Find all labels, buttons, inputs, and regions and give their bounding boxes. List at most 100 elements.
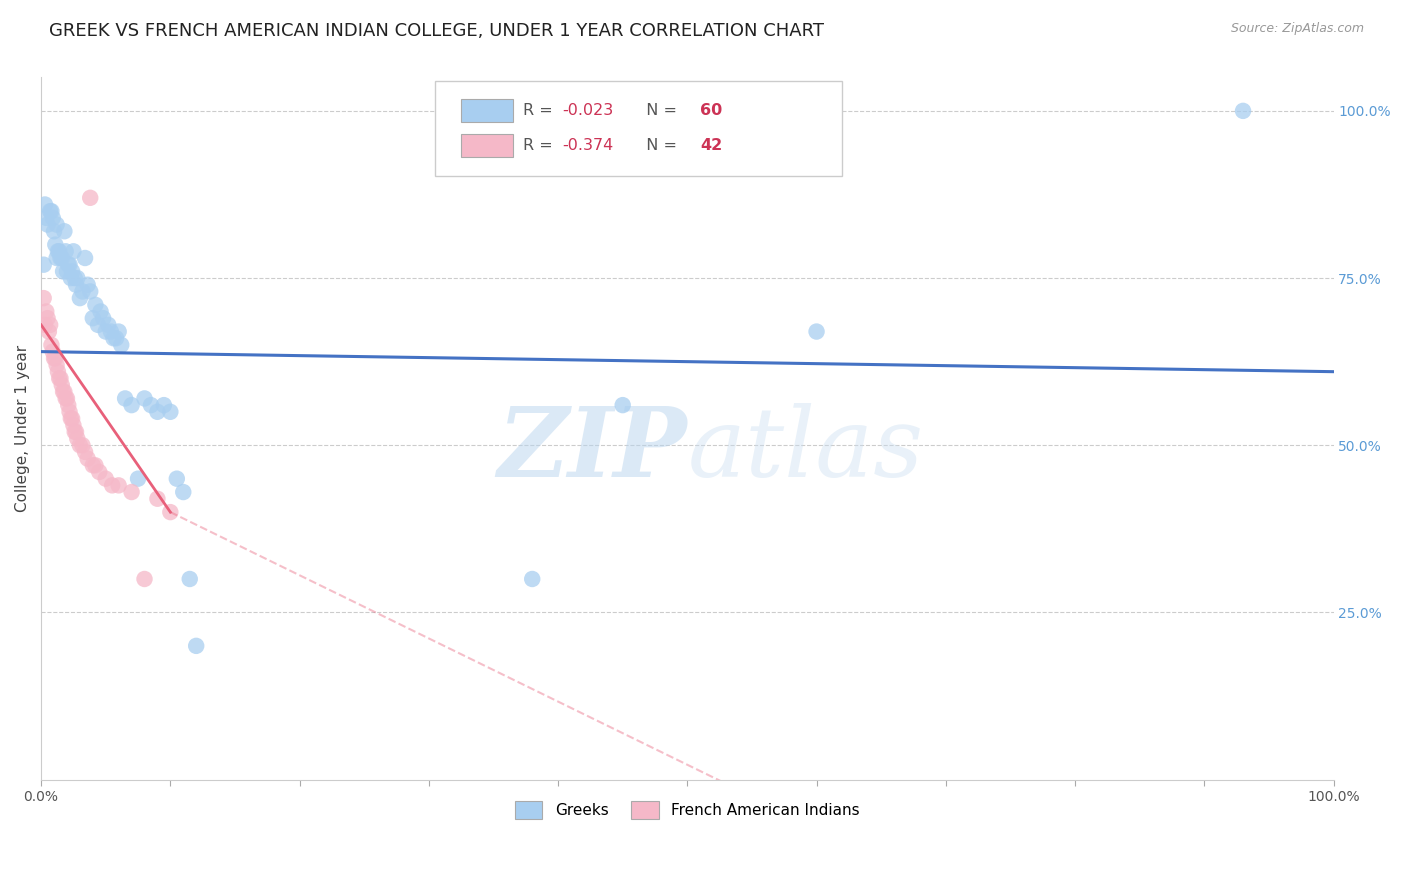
Point bbox=[44, 237, 66, 252]
Point bbox=[65, 425, 87, 439]
Point bbox=[56, 392, 79, 406]
Point bbox=[53, 224, 76, 238]
Point bbox=[82, 311, 104, 326]
Text: Source: ZipAtlas.com: Source: ZipAtlas.com bbox=[1230, 22, 1364, 36]
Text: atlas: atlas bbox=[688, 402, 924, 497]
Point bbox=[89, 465, 111, 479]
Point bbox=[612, 398, 634, 412]
Point bbox=[37, 218, 59, 232]
Point bbox=[49, 371, 72, 385]
Text: -0.374: -0.374 bbox=[562, 138, 613, 153]
Point bbox=[69, 438, 91, 452]
Point bbox=[73, 251, 96, 265]
Point bbox=[121, 398, 143, 412]
Point bbox=[121, 485, 143, 500]
Point bbox=[45, 358, 67, 372]
Point bbox=[42, 344, 65, 359]
Point bbox=[46, 244, 69, 259]
Point bbox=[94, 472, 117, 486]
Point bbox=[58, 398, 80, 412]
Point bbox=[41, 338, 63, 352]
Point bbox=[59, 411, 82, 425]
Point bbox=[107, 325, 129, 339]
FancyBboxPatch shape bbox=[461, 99, 513, 121]
Point bbox=[60, 411, 83, 425]
Point bbox=[806, 325, 828, 339]
FancyBboxPatch shape bbox=[461, 135, 513, 157]
Point bbox=[79, 285, 101, 299]
Point bbox=[34, 318, 56, 332]
Point bbox=[134, 572, 156, 586]
Point bbox=[159, 405, 181, 419]
Point bbox=[1232, 103, 1254, 118]
Point bbox=[76, 451, 98, 466]
Point bbox=[91, 311, 114, 326]
Point bbox=[79, 191, 101, 205]
Text: R =: R = bbox=[523, 103, 558, 118]
Point bbox=[101, 478, 124, 492]
Text: N =: N = bbox=[636, 138, 682, 153]
Point bbox=[55, 392, 77, 406]
Point bbox=[153, 398, 176, 412]
Point bbox=[52, 264, 75, 278]
Point bbox=[522, 572, 544, 586]
Text: N =: N = bbox=[636, 103, 682, 118]
Point bbox=[48, 244, 70, 259]
Legend: Greeks, French American Indians: Greeks, French American Indians bbox=[509, 795, 866, 824]
Point bbox=[42, 211, 65, 225]
Point bbox=[59, 271, 82, 285]
Point bbox=[62, 244, 84, 259]
Point bbox=[84, 298, 107, 312]
Point bbox=[87, 318, 110, 332]
Point bbox=[39, 318, 62, 332]
Point bbox=[37, 311, 59, 326]
Point bbox=[56, 264, 79, 278]
FancyBboxPatch shape bbox=[436, 81, 842, 176]
Point bbox=[179, 572, 201, 586]
Text: 60: 60 bbox=[700, 103, 723, 118]
Point bbox=[97, 318, 120, 332]
Point bbox=[58, 258, 80, 272]
Point bbox=[107, 478, 129, 492]
Point bbox=[166, 472, 188, 486]
Point bbox=[58, 405, 80, 419]
Point bbox=[63, 425, 86, 439]
Point bbox=[48, 371, 70, 385]
Text: 42: 42 bbox=[700, 138, 723, 153]
Point bbox=[73, 445, 96, 459]
Point bbox=[44, 351, 66, 366]
Point bbox=[84, 458, 107, 473]
Point bbox=[34, 197, 56, 211]
Point bbox=[35, 304, 58, 318]
Point bbox=[60, 264, 83, 278]
Point bbox=[72, 285, 94, 299]
Point bbox=[58, 258, 80, 272]
Point bbox=[46, 365, 69, 379]
Point bbox=[45, 251, 67, 265]
Point bbox=[62, 418, 84, 433]
Point bbox=[110, 338, 132, 352]
Point bbox=[66, 432, 89, 446]
Point bbox=[52, 384, 75, 399]
Point bbox=[114, 392, 136, 406]
Point bbox=[32, 291, 55, 305]
Point bbox=[134, 392, 156, 406]
Point bbox=[72, 438, 94, 452]
Point bbox=[66, 271, 89, 285]
Point bbox=[159, 505, 181, 519]
Point bbox=[32, 258, 55, 272]
Point bbox=[35, 211, 58, 225]
Point bbox=[69, 291, 91, 305]
Point bbox=[41, 204, 63, 219]
Point bbox=[103, 331, 125, 345]
Y-axis label: College, Under 1 year: College, Under 1 year bbox=[15, 345, 30, 512]
Text: R =: R = bbox=[523, 138, 558, 153]
Point bbox=[53, 384, 76, 399]
Point bbox=[42, 351, 65, 366]
Point bbox=[146, 491, 169, 506]
Point bbox=[76, 277, 98, 292]
Point bbox=[94, 325, 117, 339]
Point bbox=[42, 224, 65, 238]
Text: GREEK VS FRENCH AMERICAN INDIAN COLLEGE, UNDER 1 YEAR CORRELATION CHART: GREEK VS FRENCH AMERICAN INDIAN COLLEGE,… bbox=[49, 22, 824, 40]
Text: -0.023: -0.023 bbox=[562, 103, 613, 118]
